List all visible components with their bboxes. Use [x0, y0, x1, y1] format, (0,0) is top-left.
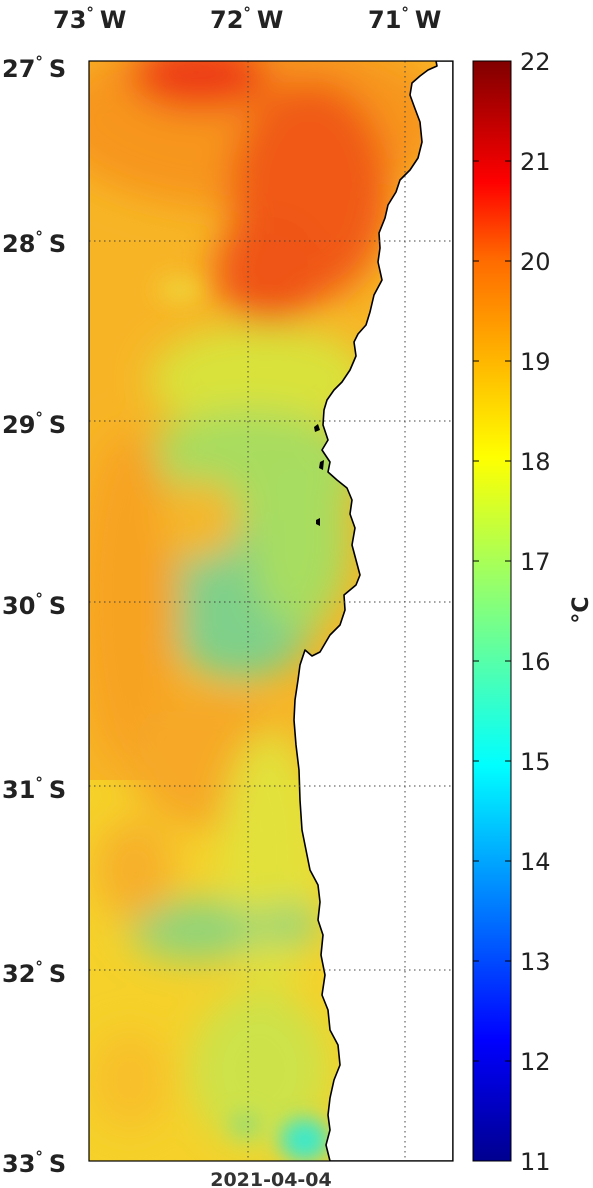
lat-label-33: 33° S — [2, 1148, 66, 1178]
lon-label-71: 71° W — [368, 4, 441, 34]
date-label: 2021-04-04 — [210, 1169, 332, 1188]
colorbar-tick-label: 13 — [520, 948, 551, 976]
colorbar-tick-label: 22 — [520, 48, 551, 76]
colorbar-tick-label: 19 — [520, 348, 551, 376]
lat-label-31: 31° S — [2, 774, 66, 804]
colorbar-tick-label: 21 — [520, 148, 551, 176]
colorbar-tick-label: 17 — [520, 548, 551, 576]
lat-label-29: 29° S — [2, 409, 66, 439]
colorbar-tick-label: 12 — [520, 1048, 551, 1076]
colorbar-tick-label: 15 — [520, 748, 551, 776]
lon-label-73: 73° W — [53, 4, 126, 34]
lat-label-27: 27° S — [2, 53, 66, 83]
colorbar-ticks: 22 21 20 19 18 17 16 15 14 13 12 11 — [473, 48, 551, 1176]
map-frame — [88, 60, 454, 1162]
colorbar-unit-label: °C — [569, 596, 593, 623]
sst-field — [89, 61, 453, 1161]
lon-tick-labels: 73° W 72° W 71° W — [53, 4, 441, 34]
colorbar: 22 21 20 19 18 17 16 15 14 13 12 11 °C — [472, 48, 593, 1176]
colorbar-tick-label: 16 — [520, 648, 551, 676]
lat-tick-labels: 27° S 28° S 29° S 30° S 31° S 32° S 33° S — [2, 53, 66, 1178]
lat-label-30: 30° S — [2, 590, 66, 620]
land-chile — [293, 61, 453, 1161]
colorbar-tick-label: 11 — [520, 1148, 551, 1176]
colorbar-tick-label: 18 — [520, 448, 551, 476]
colorbar-tick-label: 14 — [520, 848, 551, 876]
lat-label-28: 28° S — [2, 228, 66, 258]
colorbar-tick-label: 20 — [520, 248, 551, 276]
gridlines — [89, 61, 453, 1161]
lon-label-72: 72° W — [210, 4, 283, 34]
colorbar-gradient — [472, 60, 512, 1162]
lat-label-32: 32° S — [2, 958, 66, 988]
